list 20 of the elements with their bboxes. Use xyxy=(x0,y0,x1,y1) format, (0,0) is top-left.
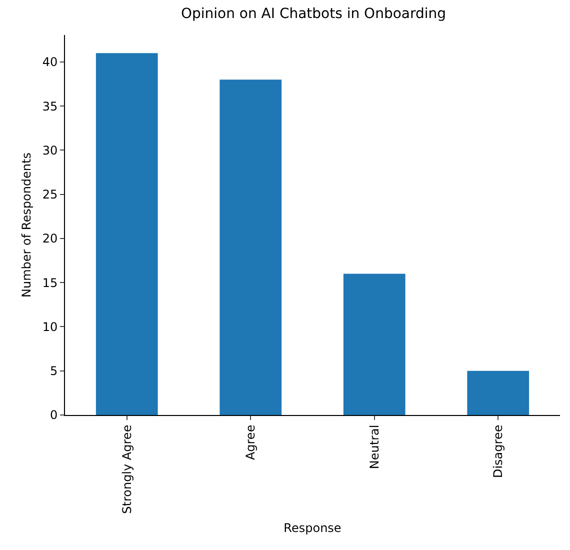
bar xyxy=(467,370,530,415)
y-tick-label: 25 xyxy=(42,188,58,202)
x-tick-label: Agree xyxy=(244,424,258,460)
x-tick-label: Neutral xyxy=(367,424,382,470)
y-tick-label: 40 xyxy=(42,55,58,70)
x-tick-label: Strongly Agree xyxy=(120,424,134,514)
y-tick-label: 35 xyxy=(42,99,58,114)
bar xyxy=(96,53,158,415)
chart-title: Opinion on AI Chatbots in Onboarding xyxy=(180,6,446,22)
y-tick-label: 0 xyxy=(50,408,58,422)
bar xyxy=(220,80,282,415)
y-tick-label: 20 xyxy=(42,232,58,246)
x-axis-title: Response xyxy=(284,520,342,535)
y-tick-label: 10 xyxy=(42,320,58,334)
y-tick-label: 15 xyxy=(42,276,58,290)
bar xyxy=(343,274,406,415)
y-tick-label: 5 xyxy=(50,364,58,378)
x-tick-label: Disagree xyxy=(491,424,506,478)
y-axis-title: Number of Respondents xyxy=(20,152,34,298)
y-tick-label: 30 xyxy=(42,143,58,158)
